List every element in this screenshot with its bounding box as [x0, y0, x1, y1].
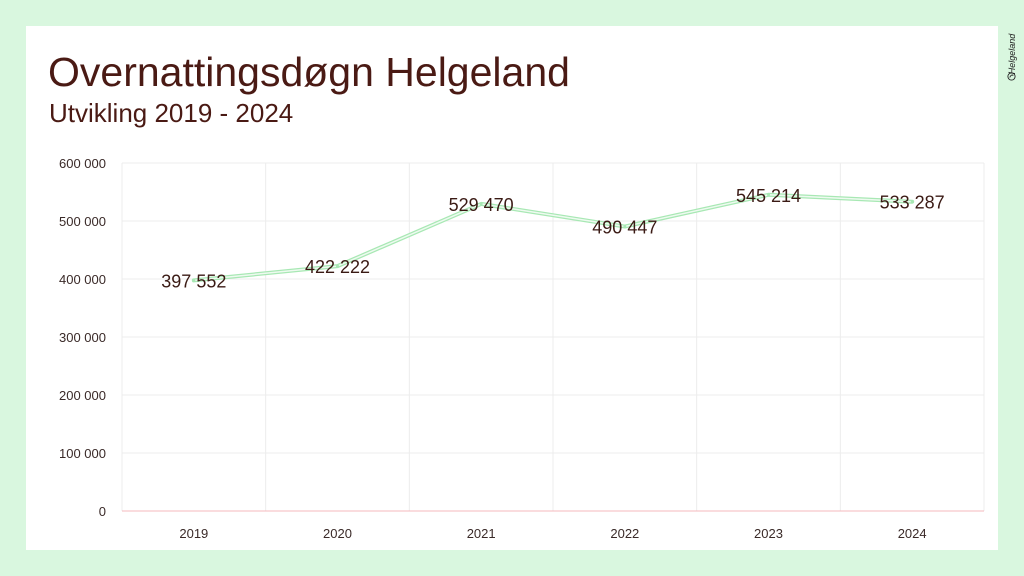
data-point [479, 202, 483, 206]
data-point [767, 193, 770, 197]
x-tick-label: 2019 [179, 526, 208, 541]
series-line-highlight [193, 194, 913, 282]
y-tick-label: 600 000 [59, 156, 106, 171]
helgeland-logo: Helgeland [1003, 28, 1021, 81]
data-label: 545 214 [736, 186, 801, 206]
data-label: 397 552 [161, 271, 226, 291]
y-tick-label: 500 000 [59, 214, 106, 229]
chart-subtitle: Utvikling 2019 - 2024 [49, 98, 294, 128]
x-tick-label: 2021 [467, 526, 496, 541]
data-label: 422 222 [305, 257, 370, 277]
data-point [623, 225, 627, 229]
y-tick-label: 100 000 [59, 446, 106, 461]
chart-title: Overnattingsdøgn Helgeland [48, 49, 570, 95]
x-tick-label: 2020 [323, 526, 352, 541]
y-tick-label: 300 000 [59, 330, 106, 345]
y-tick-label: 400 000 [59, 272, 106, 287]
x-tick-label: 2022 [610, 526, 639, 541]
data-label: 490 447 [592, 218, 657, 238]
y-tick-label: 200 000 [59, 388, 106, 403]
data-point [192, 278, 196, 282]
leaf-circle-icon [1007, 72, 1016, 81]
data-point [336, 264, 339, 268]
slide-background [26, 26, 998, 550]
data-point [910, 200, 914, 204]
data-label: 533 287 [880, 193, 945, 213]
y-tick-label: 0 [99, 504, 106, 519]
data-label: 529 470 [449, 195, 514, 215]
x-tick-label: 2024 [898, 526, 927, 541]
x-tick-label: 2023 [754, 526, 783, 541]
